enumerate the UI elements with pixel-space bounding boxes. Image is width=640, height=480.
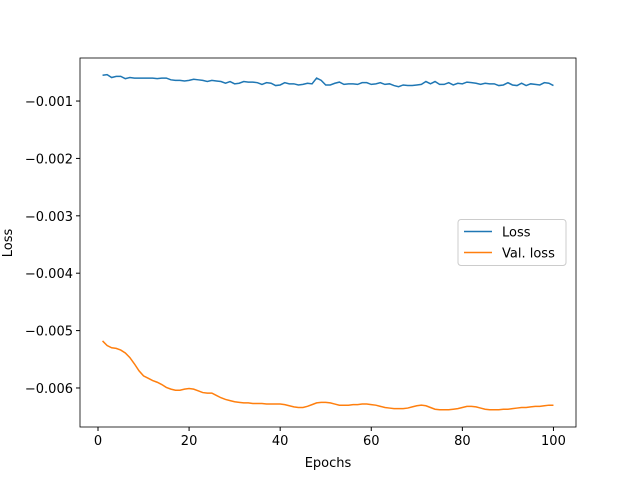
- line-series: [102, 340, 554, 411]
- x-tick-label: 0: [94, 434, 102, 449]
- y-tick-label: −0.002: [25, 152, 73, 167]
- legend-label: Loss: [502, 226, 531, 241]
- legend-label: Val. loss: [502, 247, 555, 262]
- x-tick-label: 60: [363, 434, 380, 449]
- line-series: [102, 73, 554, 88]
- y-tick-label: −0.003: [25, 210, 73, 225]
- x-tick-label: 80: [454, 434, 471, 449]
- x-tick-label: 40: [272, 434, 289, 449]
- x-tick-label: 100: [541, 434, 566, 449]
- y-tick-label: −0.001: [25, 95, 73, 110]
- y-tick-label: −0.006: [25, 382, 73, 397]
- plot-frame: [79, 57, 577, 428]
- x-tick-label: 20: [181, 434, 198, 449]
- y-tick-label: −0.004: [25, 267, 73, 282]
- y-tick-label: −0.005: [25, 325, 73, 340]
- x-axis-label: Epochs: [305, 456, 352, 471]
- y-axis-label: Loss: [1, 229, 16, 258]
